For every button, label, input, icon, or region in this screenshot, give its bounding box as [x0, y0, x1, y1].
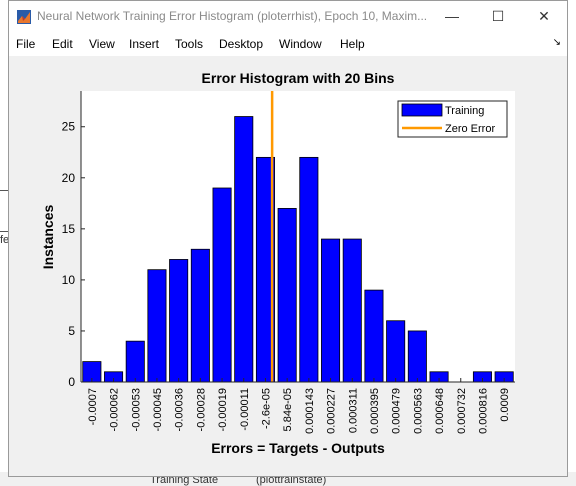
histogram-bar-5 [170, 259, 188, 382]
chart-title: Error Histogram with 20 Bins [202, 70, 395, 86]
x-tick-label-10: 5.84e-05 [282, 388, 294, 431]
y-tick-label-5: 5 [68, 324, 75, 338]
histogram-bar-16 [408, 331, 426, 382]
x-tick-label-19: 0.000816 [477, 388, 489, 434]
x-tick-label-9: -2.6e-05 [260, 388, 272, 429]
y-tick-label-20: 20 [62, 171, 76, 185]
legend-training-label: Training [445, 105, 484, 117]
y-tick-label-10: 10 [62, 273, 76, 287]
dock-arrow-icon[interactable]: ↘ [553, 37, 561, 48]
error-histogram-chart: 0 5 10 15 20 25 -0.0007 -0.00062 -0.00053 -0.000… [9, 57, 567, 476]
menu-edit[interactable]: Edit [52, 37, 73, 51]
menu-window[interactable]: Window [279, 37, 322, 51]
histogram-bar-15 [387, 321, 405, 382]
x-tick-label-16: 0.000563 [412, 388, 424, 434]
x-tick-label-1: -0.0007 [87, 388, 99, 425]
title-bar[interactable]: Neural Network Training Error Histogram … [9, 1, 567, 32]
x-tick-label-11: 0.000143 [304, 388, 316, 434]
histogram-bar-14 [365, 290, 383, 382]
histogram-bar-13 [343, 239, 361, 382]
x-tick-label-14: 0.000395 [369, 388, 381, 434]
histogram-bar-8 [235, 117, 253, 382]
y-tick-label-15: 15 [62, 222, 76, 236]
x-tick-label-8: -0.00011 [239, 388, 251, 431]
menu-tools[interactable]: Tools [175, 37, 203, 51]
legend-training-swatch [402, 104, 442, 116]
x-tick-label-13: 0.000311 [347, 388, 359, 433]
x-tick-label-2: -0.00062 [109, 388, 121, 431]
x-tick-label-15: 0.000479 [391, 388, 403, 434]
x-tick-label-3: -0.00053 [130, 388, 142, 431]
matlab-icon [17, 10, 31, 24]
menu-help[interactable]: Help [340, 37, 365, 51]
menu-view[interactable]: View [89, 37, 115, 51]
x-tick-label-7: -0.00019 [217, 388, 229, 431]
x-tick-label-18: 0.000732 [456, 388, 468, 434]
figure-canvas: 0 5 10 15 20 25 -0.0007 -0.00062 -0.00053 -0.000… [9, 57, 567, 476]
histogram-bar-11 [300, 157, 318, 382]
x-tick-label-12: 0.000227 [326, 388, 338, 434]
maximize-button[interactable]: ☐ [475, 1, 521, 32]
y-tick-label-25: 25 [62, 120, 76, 134]
menu-desktop[interactable]: Desktop [219, 37, 263, 51]
x-axis-label: Errors = Targets - Outputs [211, 440, 385, 456]
x-tick-label-4: -0.00045 [152, 388, 164, 431]
minimize-button[interactable]: — [429, 1, 475, 32]
menu-file[interactable]: File [16, 37, 35, 51]
figure-window: Neural Network Training Error Histogram … [8, 0, 568, 477]
histogram-bar-10 [278, 208, 296, 382]
y-axis-label: Instances [40, 204, 56, 269]
y-tick-label-0: 0 [68, 375, 75, 389]
histogram-bar-3 [126, 341, 144, 382]
histogram-bar-6 [191, 249, 209, 382]
x-tick-label-20: 0.0009 [499, 388, 511, 422]
menu-bar: File Edit View Insert Tools Desktop Wind… [9, 32, 567, 56]
window-title: Neural Network Training Error Histogram … [37, 9, 427, 23]
close-button[interactable]: ✕ [521, 1, 567, 32]
x-tick-label-5: -0.00036 [174, 388, 186, 431]
histogram-bar-12 [321, 239, 339, 382]
legend-zero-error-label: Zero Error [445, 123, 495, 135]
histogram-bar-7 [213, 188, 231, 382]
x-tick-label-6: -0.00028 [195, 388, 207, 431]
menu-insert[interactable]: Insert [129, 37, 159, 51]
x-tick-label-17: 0.000648 [434, 388, 446, 434]
legend: Training Zero Error [398, 101, 507, 137]
histogram-bar-4 [148, 270, 166, 382]
